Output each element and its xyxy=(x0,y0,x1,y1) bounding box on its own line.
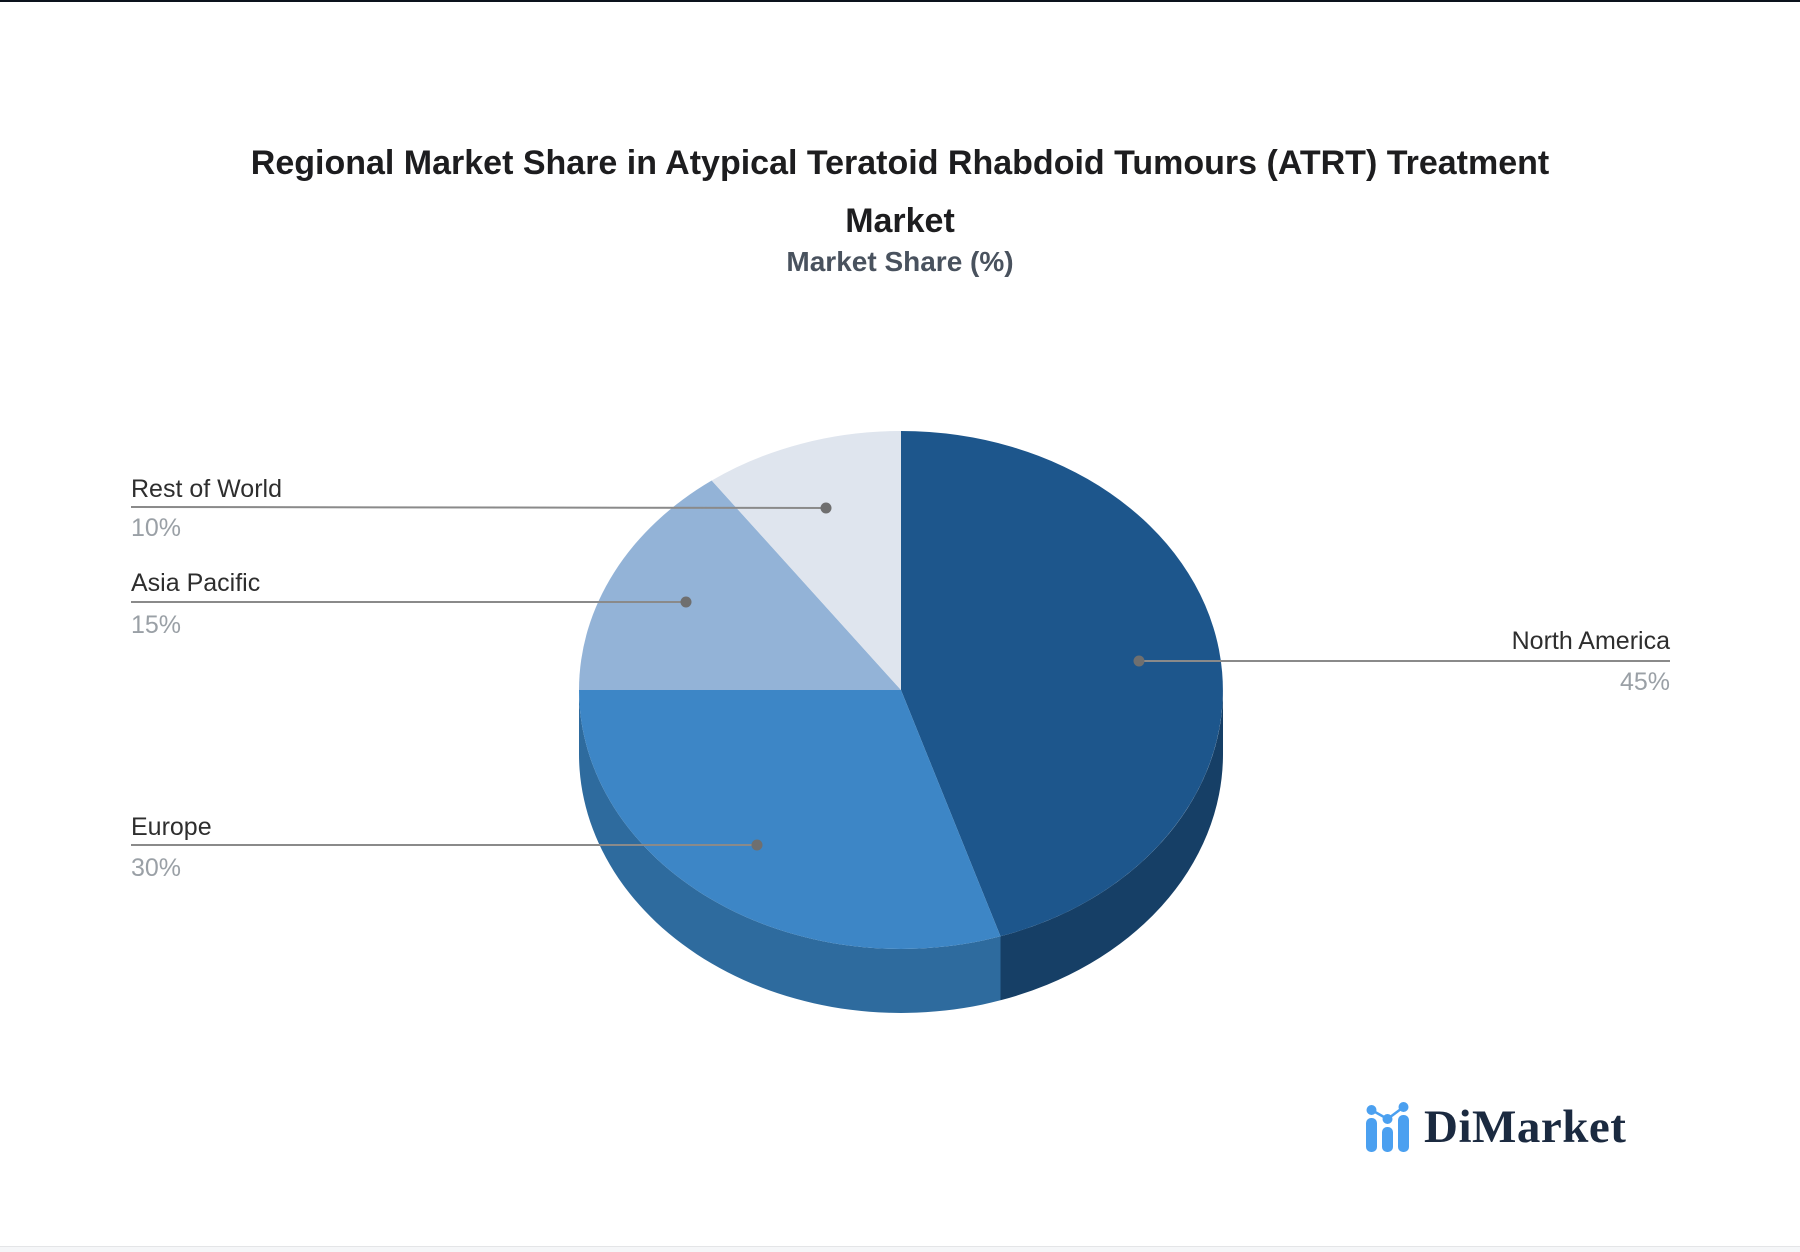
top-border-line xyxy=(0,0,1800,2)
slice-label-rest-of-world: Rest of World xyxy=(131,475,282,503)
chart-title-line2: Market xyxy=(845,202,955,240)
chart-title-line1: Regional Market Share in Atypical Terato… xyxy=(250,144,1550,182)
slice-label-europe: Europe xyxy=(131,813,212,841)
slice-value-europe: 30% xyxy=(131,854,182,882)
bar-line-chart-icon xyxy=(1366,1102,1409,1152)
leader-dots xyxy=(680,502,1145,851)
slice-value-north-america: 45% xyxy=(1619,668,1670,696)
pie-slice-asia-pacific xyxy=(579,480,901,690)
chart-title: Regional Market Share in Atypical Terato… xyxy=(0,134,1800,250)
slice-label-north-america: North America xyxy=(1511,627,1670,655)
slice-value-rest-of-world: 10% xyxy=(131,514,182,542)
chart-subtitle: Market Share (%) xyxy=(786,246,1014,277)
brand-logo: DiMarket xyxy=(1363,1098,1626,1152)
bottom-strip xyxy=(0,1246,1800,1252)
leader-line-rest-of-world xyxy=(130,506,827,509)
pie-slice-rest-of-world xyxy=(711,431,901,690)
pie-rim-north-america xyxy=(1000,690,1223,1001)
brand-logo-text: DiMarket xyxy=(1424,1101,1627,1153)
pie-slice-europe xyxy=(579,690,1001,949)
pie-slice-north-america xyxy=(901,431,1223,937)
slice-value-asia-pacific: 15% xyxy=(131,611,182,639)
slice-label-asia-pacific: Asia Pacific xyxy=(131,569,261,597)
leader-dot-asia-pacific xyxy=(680,596,692,608)
pie-rim-europe xyxy=(579,690,1001,1013)
leader-lines xyxy=(130,506,1670,846)
leader-dot-rest-of-world xyxy=(820,502,832,514)
leader-dot-europe xyxy=(751,839,763,851)
leader-dot-north-america xyxy=(1133,655,1145,667)
